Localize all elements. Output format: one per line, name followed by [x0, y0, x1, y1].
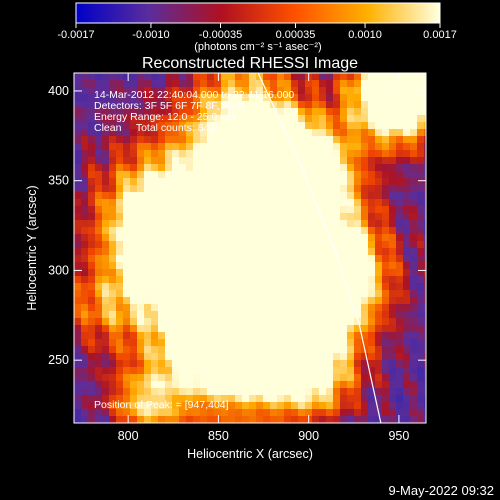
colorbar-tick-label: -0.00035: [199, 29, 242, 41]
axis-ticks: 800 850 900 950 250 300 350 400: [48, 73, 426, 443]
info-line-detectors: Detectors: 3F 5F 6F 7F 8F, Att 0: [94, 100, 244, 112]
y-axis-label: Heliocentric Y (arcsec): [25, 185, 39, 310]
colorbar-tick-label: -0.0017: [57, 29, 94, 41]
colorbar-ticks: -0.0017 -0.0010 -0.00035 0.00035 0.0010 0.001…: [57, 23, 457, 41]
info-line-counts: Clean Total counts: 842.: [94, 122, 218, 134]
plot-frame: [73, 72, 427, 424]
info-line-time: 14-Mar-2012 22:40:04.000 to 22:41:16.000: [94, 89, 294, 101]
y-tick-label: 350: [48, 174, 69, 188]
x-tick-label: 800: [118, 429, 139, 443]
heatmap-cells: [74, 73, 426, 423]
solar-limb-curve: [257, 73, 382, 423]
footer-date: 9-May-2022 09:32: [388, 483, 494, 498]
colorbar-tick-label: 0.0017: [423, 29, 457, 41]
chart-title: Reconstructed RHESSI Image: [142, 55, 358, 72]
colorbar-tick-label: 0.00035: [276, 29, 316, 41]
colorbar-bar: [75, 2, 441, 24]
colorbar-tick-label: -0.0010: [132, 29, 169, 41]
info-block: 14-Mar-2012 22:40:04.000 to 22:41:16.000…: [94, 89, 294, 134]
colorbar-unit-label: (photons cm⁻² s⁻¹ asec⁻²): [194, 41, 321, 53]
info-line-energy: Energy Range: 12.0 - 25.0 keV: [94, 111, 238, 123]
y-tick-label: 300: [48, 263, 69, 277]
x-tick-label: 950: [388, 429, 409, 443]
y-tick-label: 250: [48, 353, 69, 367]
plot-area: 800 850 900 950 250 300 350 400 14-Mar-2012 22:…: [48, 72, 427, 443]
colorbar: -0.0017 -0.0010 -0.00035 0.00035 0.0010 0.001…: [57, 2, 457, 53]
y-tick-label: 400: [48, 84, 69, 98]
x-axis-label: Heliocentric X (arcsec): [187, 447, 313, 461]
colorbar-tick-label: 0.0010: [348, 29, 382, 41]
peak-position-label: Position of Peak: = [947,404]: [94, 399, 229, 411]
x-tick-label: 850: [208, 429, 229, 443]
x-tick-label: 900: [298, 429, 319, 443]
